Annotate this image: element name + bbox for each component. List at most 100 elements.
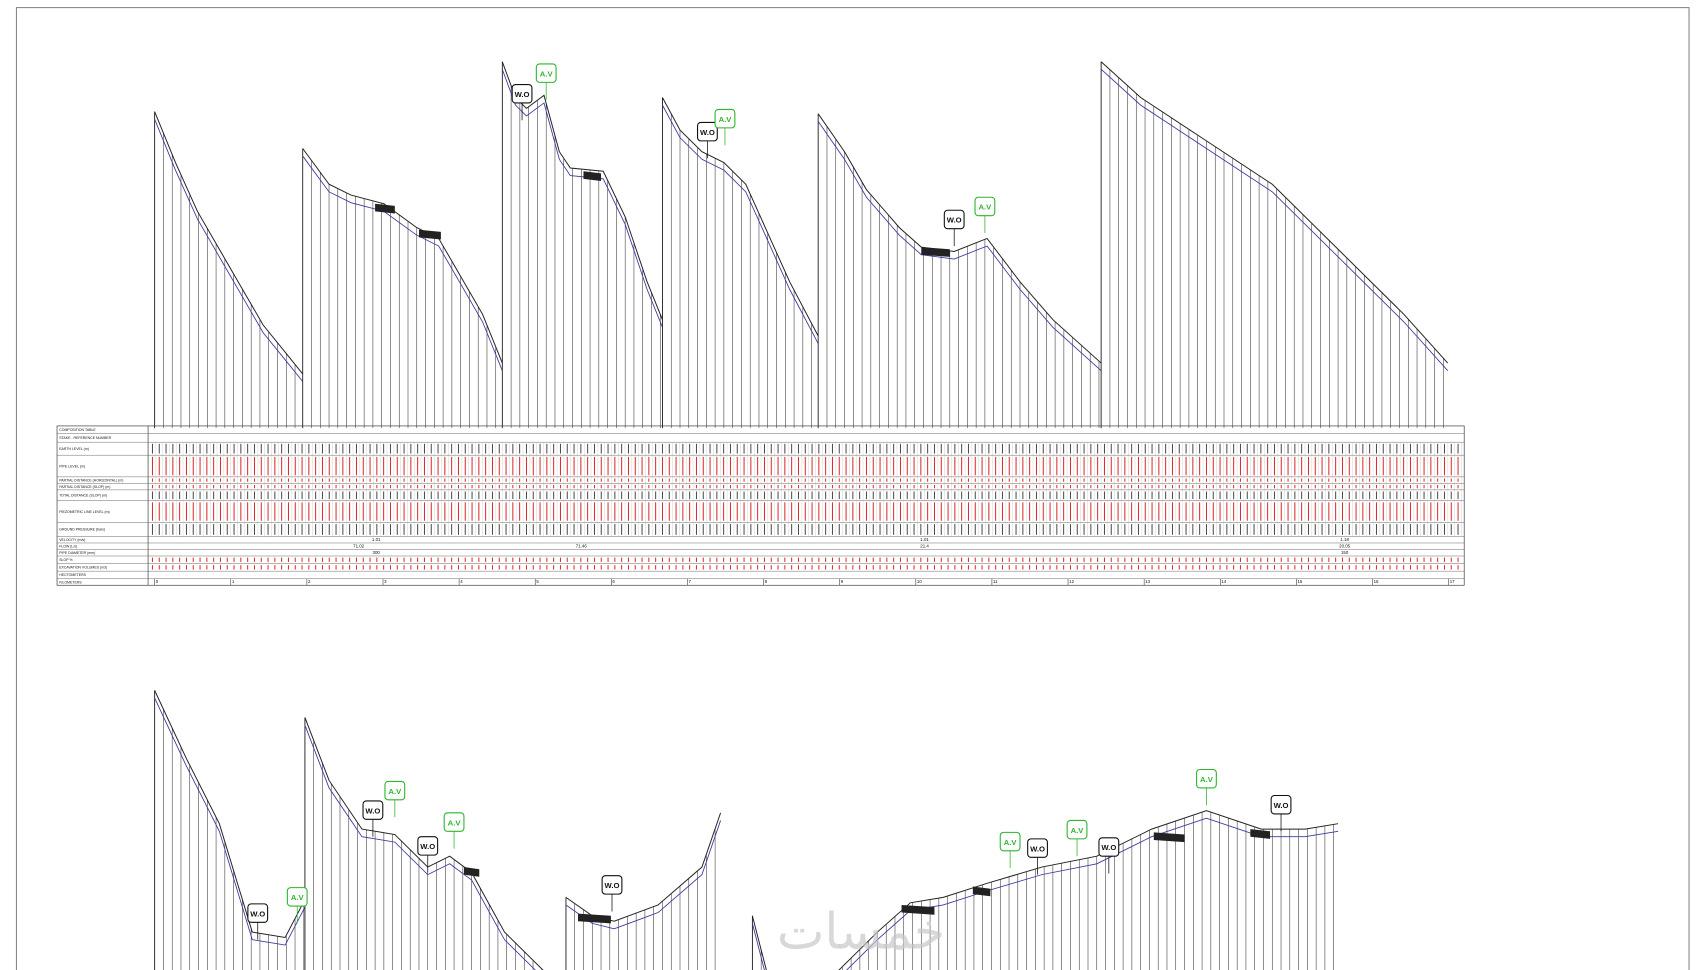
table-frame xyxy=(56,425,1465,586)
marker-label: A.V xyxy=(540,69,554,78)
pipe-line xyxy=(154,119,304,382)
pipe-line xyxy=(501,69,663,328)
marker-box xyxy=(443,812,465,832)
km-label: 17 xyxy=(1450,579,1455,584)
marker-box xyxy=(1270,794,1292,815)
table-value: 300 xyxy=(373,550,381,555)
marker-label: A.V xyxy=(291,893,305,902)
fill-block xyxy=(1153,832,1185,843)
table-value: 71.02 xyxy=(353,544,365,549)
table-value: 150 xyxy=(1341,550,1349,555)
marker-box xyxy=(362,800,384,820)
ground-line xyxy=(565,812,722,922)
fill-block xyxy=(1250,829,1271,839)
marker-label: W.O xyxy=(700,128,715,137)
ground-line xyxy=(751,915,767,970)
km-label: 6 xyxy=(612,579,615,584)
row-label: HECTOMETERS xyxy=(59,573,86,577)
marker-box xyxy=(1066,819,1088,840)
km-label: 1 xyxy=(232,579,235,584)
frame xyxy=(15,7,1690,970)
pipe-line xyxy=(302,155,503,371)
marker-label: W.O xyxy=(250,909,265,918)
marker-label: W.O xyxy=(947,216,962,225)
fill-block xyxy=(578,913,611,924)
km-label: 7 xyxy=(689,579,692,584)
marker-box xyxy=(1196,768,1217,789)
marker-box xyxy=(535,63,557,83)
marker-box xyxy=(1027,838,1048,858)
row-label: PIPE LEVEL (m) xyxy=(59,464,85,468)
marker-label: W.O xyxy=(605,881,620,890)
table-value: 21.4 xyxy=(920,544,929,549)
table-value: 1.01 xyxy=(920,537,929,542)
marker-box xyxy=(714,108,736,129)
pipe-line xyxy=(154,697,306,946)
km-label: 0 xyxy=(156,579,159,584)
fill-block xyxy=(463,867,480,877)
km-label: 4 xyxy=(460,579,463,584)
fill-block xyxy=(583,171,602,181)
marker-box xyxy=(286,887,308,907)
marker-label: W.O xyxy=(1030,844,1045,853)
marker-box xyxy=(697,121,718,142)
ground-line xyxy=(662,97,819,337)
marker-label: W.O xyxy=(420,842,435,851)
ground-line xyxy=(302,148,503,364)
row-label: FLOW (L/s) xyxy=(59,545,77,549)
row-label: PIPE DIAMETER (mm) xyxy=(59,551,95,555)
row-label: STAKE - REFERENCE NUMBER xyxy=(59,436,111,440)
marker-label: A.V xyxy=(1200,775,1214,784)
fill-block xyxy=(921,247,950,257)
marker-box xyxy=(511,83,533,104)
marker-label: A.V xyxy=(979,203,993,212)
km-label: 14 xyxy=(1221,579,1226,584)
km-label: 11 xyxy=(993,579,998,584)
row-label: PIEZOMETRIC LINE LEVEL (m) xyxy=(59,510,109,514)
km-label: 15 xyxy=(1297,579,1302,584)
row-label: GROUND PRESSURE (bars) xyxy=(59,528,105,532)
km-label: 12 xyxy=(1069,579,1074,584)
row-label: COMPOSITION TABLE xyxy=(59,428,96,432)
km-label: 2 xyxy=(308,579,311,584)
marker-box xyxy=(384,780,406,801)
table-value: 1.01 xyxy=(372,537,381,542)
table-value: 1.18 xyxy=(1340,537,1349,542)
fill-block xyxy=(972,886,991,897)
marker-label: A.V xyxy=(1071,826,1085,835)
table-value: 20.05 xyxy=(1339,544,1351,549)
km-label: 3 xyxy=(384,579,387,584)
marker-label: W.O xyxy=(1101,843,1116,852)
km-label: 16 xyxy=(1374,579,1379,584)
pipe-line xyxy=(1100,69,1449,371)
ground-line xyxy=(154,690,306,939)
km-label: 8 xyxy=(765,579,768,584)
row-label: TOTAL DISTANCE (SLOP) (m) xyxy=(59,494,107,498)
marker-box xyxy=(417,836,439,856)
pipe-line xyxy=(304,724,536,970)
marker-label: W.O xyxy=(515,90,530,99)
marker-box xyxy=(601,875,623,895)
row-label: SLOP % xyxy=(59,558,72,562)
marker-label: A.V xyxy=(1004,838,1018,847)
ground-line xyxy=(154,111,304,375)
pipe-line xyxy=(817,121,1102,371)
row-label: PARTIAL DISTANCE (HORIZONTAL) (m) xyxy=(59,478,123,482)
marker-label: W.O xyxy=(1274,801,1289,810)
marker-box xyxy=(1098,837,1120,857)
marker-box xyxy=(974,196,996,217)
km-label: 9 xyxy=(841,579,844,584)
marker-label: A.V xyxy=(719,115,733,124)
marker-box xyxy=(999,831,1021,852)
marker-box xyxy=(247,903,269,923)
km-label: 5 xyxy=(536,579,539,584)
marker-box xyxy=(943,209,965,230)
fill-block xyxy=(901,904,935,915)
ground-line xyxy=(817,113,1102,364)
row-label: EARTH LEVEL (m) xyxy=(59,447,89,451)
marker-label: A.V xyxy=(448,818,462,827)
table-value: 71.46 xyxy=(576,544,588,549)
ground-line xyxy=(1100,61,1449,364)
row-label: VELOCITY (m/s) xyxy=(59,538,85,542)
